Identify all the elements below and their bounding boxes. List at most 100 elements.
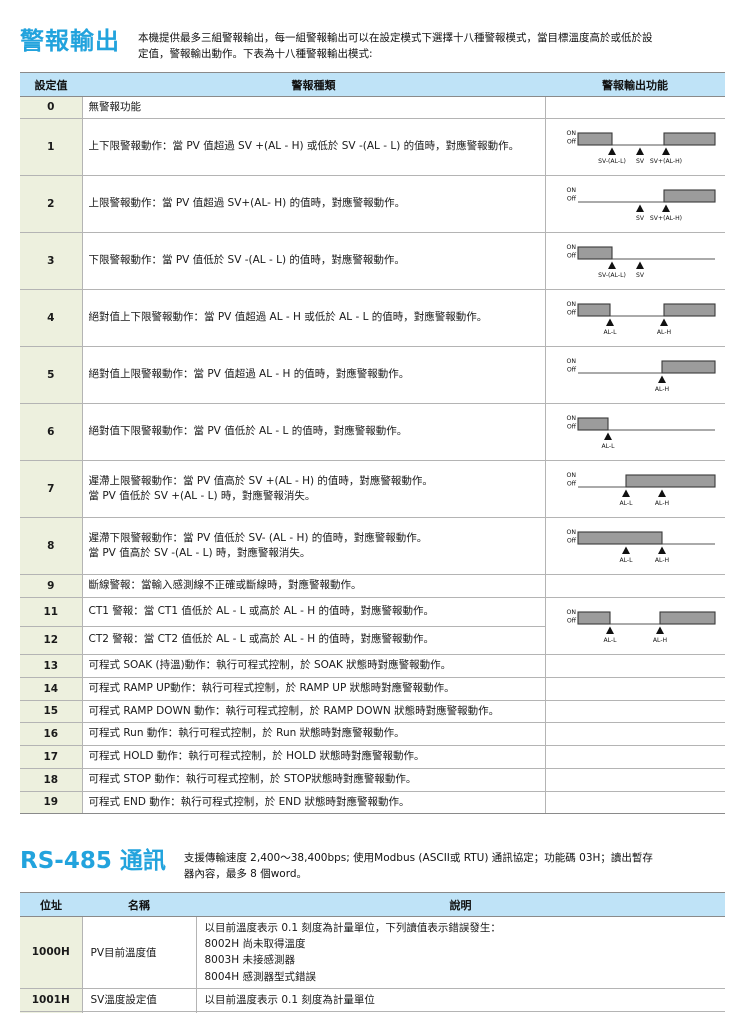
rs485-section-description: 支援傳輸速度 2,400～38,400bps; 使用Modbus (ASCII或… bbox=[184, 848, 725, 883]
rs485-row-name: 溫度偵測範圍最高值 bbox=[82, 1011, 197, 1013]
svg-text:AL-L: AL-L bbox=[603, 637, 617, 644]
svg-text:AL-L: AL-L bbox=[603, 329, 617, 336]
alarm-row-waveform bbox=[544, 768, 725, 792]
alarm-waveform-abs-lo: ON Off AL-L bbox=[566, 415, 715, 450]
alarm-row-key: 19 bbox=[20, 791, 83, 815]
alarm-row-waveform: ON Off AL-L AL-H bbox=[544, 517, 725, 576]
alarm-row-waveform: ON Off SV-(AL-L) SV SV+(AL-H) bbox=[544, 118, 725, 177]
alarm-row-description: 可程式 END 動作：執行可程式控制，於 END 狀態時對應警報動作。 bbox=[82, 791, 545, 815]
alarm-row-key: 5 bbox=[20, 346, 83, 405]
alarm-row-waveform: ON Off AL-H bbox=[544, 346, 725, 405]
alarm-row-waveform bbox=[544, 791, 725, 815]
alarm-row-description: CT2 警報：當 CT2 值低於 AL - L 或高於 AL - H 的值時，對… bbox=[82, 626, 545, 655]
alarm-row-description: CT1 警報：當 CT1 值低於 AL - L 或高於 AL - H 的值時，對… bbox=[82, 597, 545, 627]
section-spacer bbox=[0, 814, 745, 848]
alarm-row-waveform: ON Off SV-(AL-L) SV bbox=[544, 232, 725, 291]
table-row: 18 可程式 STOP 動作：執行可程式控制，於 STOP狀態時對應警報動作。 bbox=[20, 768, 725, 792]
table-row: 4 絕對值上下限警報動作：當 PV 值超過 AL - H 或低於 AL - L 的… bbox=[20, 289, 725, 348]
alarm-row-key: 12 bbox=[20, 626, 83, 655]
alarm-row-key: 15 bbox=[20, 700, 83, 724]
rs485-header-name: 名稱 bbox=[82, 891, 196, 917]
svg-text:Off: Off bbox=[566, 253, 576, 260]
rs485-row-description: 超過預設值禁止 bbox=[196, 1011, 725, 1013]
alarm-row-key: 11 bbox=[20, 597, 83, 627]
svg-text:Off: Off bbox=[566, 367, 576, 374]
alarm-row-key: 13 bbox=[20, 654, 83, 678]
rs485-section-header: RS-485 通訊 支援傳輸速度 2,400～38,400bps; 使用Modb… bbox=[0, 848, 745, 883]
alarm-row-waveform bbox=[544, 722, 725, 746]
alarm-row-description: 可程式 HOLD 動作：執行可程式控制，於 HOLD 狀態時對應警報動作。 bbox=[82, 745, 545, 769]
alarm-row-description: 可程式 STOP 動作：執行可程式控制，於 STOP狀態時對應警報動作。 bbox=[82, 768, 545, 792]
svg-text:AL-H: AL-H bbox=[652, 637, 666, 644]
table-row: 2 上限警報動作：當 PV 值超過 SV+(AL- H) 的值時，對應警報動作。 O… bbox=[20, 175, 725, 234]
alarm-row-key: 6 bbox=[20, 403, 83, 462]
alarm-row-description: 絕對值上下限警報動作：當 PV 值超過 AL - H 或低於 AL - L 的值… bbox=[82, 289, 545, 348]
table-row: 13 可程式 SOAK (持溫)動作：執行可程式控制，於 SOAK 狀態時對應警報… bbox=[20, 654, 725, 678]
rs485-table-header-row: 位址 名稱 說明 bbox=[20, 891, 725, 917]
alarm-section-title: 警報輸出 bbox=[20, 27, 120, 55]
alarm-waveform-hi: ON Off SV SV+(AL-H) bbox=[566, 187, 716, 222]
table-row: 8 遲滯下限警報動作：當 PV 值低於 SV- (AL - H) 的值時，對應警報… bbox=[20, 517, 725, 576]
alarm-waveform-band: ON Off SV-(AL-L) SV SV+(AL-H) bbox=[566, 130, 716, 165]
alarm-row-waveform: ON Off SV SV+(AL-H) bbox=[544, 175, 725, 234]
table-row: 3 下限警報動作：當 PV 值低於 SV -(AL - L) 的值時，對應警報動作… bbox=[20, 232, 725, 291]
table-row: 19 可程式 END 動作：執行可程式控制，於 END 狀態時對應警報動作。 bbox=[20, 791, 725, 815]
svg-text:Off: Off bbox=[566, 424, 576, 431]
alarm-row-waveform: ON Off AL-L AL-H bbox=[544, 460, 725, 519]
table-row: 17 可程式 HOLD 動作：執行可程式控制，於 HOLD 狀態時對應警報動作。 bbox=[20, 745, 725, 769]
alarm-header-output: 警報輸出功能 bbox=[545, 71, 725, 97]
table-row: 1000H PV目前溫度值 以目前溫度表示 0.1 刻度為計量單位，下列讀值表示錯誤… bbox=[20, 916, 725, 989]
alarm-section-header: 警報輸出 本機提供最多三組警報輸出，每一組警報輸出可以在設定模式下選擇十八種警報… bbox=[0, 0, 745, 63]
alarm-row-description: 上限警報動作：當 PV 值超過 SV+(AL- H) 的值時，對應警報動作。 bbox=[82, 175, 545, 234]
alarm-row-waveform bbox=[544, 745, 725, 769]
table-row: 1 上下限警報動作：當 PV 值超過 SV +(AL - H) 或低於 SV -(… bbox=[20, 118, 725, 177]
svg-text:ON: ON bbox=[566, 472, 576, 479]
alarm-row-description: 可程式 Run 動作：執行可程式控制，於 Run 狀態時對應警報動作。 bbox=[82, 722, 545, 746]
svg-text:SV+(AL-H): SV+(AL-H) bbox=[649, 215, 681, 222]
alarm-row-waveform: ON Off AL-L bbox=[544, 403, 725, 462]
alarm-row-waveform bbox=[544, 654, 725, 678]
svg-text:AL-L: AL-L bbox=[619, 500, 633, 507]
alarm-row-description: 斷線警報：當輸入感測線不正確或斷線時，對應警報動作。 bbox=[82, 574, 545, 598]
alarm-row-key: 8 bbox=[20, 517, 83, 576]
svg-text:Off: Off bbox=[566, 538, 576, 545]
alarm-row-key: 16 bbox=[20, 722, 83, 746]
alarm-row-key: 17 bbox=[20, 745, 83, 769]
alarm-desc-line-2: 定值，警報輸出動作。下表為十八種警報輸出模式: bbox=[138, 47, 373, 60]
svg-text:AL-H: AL-H bbox=[654, 386, 668, 393]
alarm-header-type: 警報種類 bbox=[82, 71, 545, 97]
alarm-table-header-row: 設定值 警報種類 警報輸出功能 bbox=[20, 71, 725, 97]
table-row: 6 絕對值下限警報動作：當 PV 值低於 AL - L 的值時，對應警報動作。 ON… bbox=[20, 403, 725, 462]
table-row: 7 遲滯上限警報動作：當 PV 值高於 SV +(AL - H) 的值時，對應警報… bbox=[20, 460, 725, 519]
alarm-row-waveform: ON Off AL-L AL-H bbox=[544, 289, 725, 348]
svg-text:Off: Off bbox=[566, 139, 576, 146]
rs485-row-description: 以目前溫度表示 0.1 刻度為計量單位 bbox=[196, 988, 725, 1013]
alarm-row-key: 9 bbox=[20, 574, 83, 598]
table-row: 16 可程式 Run 動作：執行可程式控制，於 Run 狀態時對應警報動作。 bbox=[20, 722, 725, 746]
rs485-row-description: 以目前溫度表示 0.1 刻度為計量單位，下列讀值表示錯誤發生： 8002H 尚未取… bbox=[196, 916, 725, 989]
alarm-row-waveform: ON Off AL-L AL-H bbox=[544, 597, 725, 655]
alarm-section-description: 本機提供最多三組警報輸出，每一組警報輸出可以在設定模式下選擇十八種警報模式，當目… bbox=[138, 28, 725, 63]
svg-text:ON: ON bbox=[566, 529, 576, 536]
alarm-waveform-ct: ON Off AL-L AL-H bbox=[566, 609, 716, 644]
alarm-row-description: 絕對值上限警報動作：當 PV 值超過 AL - H 的值時，對應警報動作。 bbox=[82, 346, 545, 405]
svg-text:SV: SV bbox=[635, 272, 644, 279]
svg-text:AL-H: AL-H bbox=[656, 329, 670, 336]
table-row: 11 CT1 警報：當 CT1 值低於 AL - L 或高於 AL - H 的值時… bbox=[20, 597, 725, 655]
rs485-desc-line-2: 器內容，最多 8 個word。 bbox=[183, 868, 308, 880]
table-row: 1001H SV溫度設定值 以目前溫度表示 0.1 刻度為計量單位 bbox=[20, 988, 725, 1013]
rs485-section-title: RS-485 通訊 bbox=[20, 848, 166, 875]
svg-text:SV-(AL-L): SV-(AL-L) bbox=[598, 272, 626, 279]
alarm-row-key: 3 bbox=[20, 232, 83, 291]
alarm-row-waveform bbox=[544, 700, 725, 724]
svg-text:ON: ON bbox=[566, 187, 576, 194]
table-row: 14 可程式 RAMP UP動作：執行可程式控制，於 RAMP UP 狀態時對應警… bbox=[20, 677, 725, 701]
svg-text:SV: SV bbox=[635, 215, 644, 222]
svg-text:SV-(AL-L): SV-(AL-L) bbox=[598, 158, 626, 165]
svg-text:ON: ON bbox=[566, 358, 576, 365]
alarm-row-description: 可程式 RAMP DOWN 動作：執行可程式控制，於 RAMP DOWN 狀態時… bbox=[82, 700, 545, 724]
alarm-header-setvalue: 設定值 bbox=[20, 71, 82, 97]
alarm-row-description: 上下限警報動作：當 PV 值超過 SV +(AL - H) 或低於 SV -(A… bbox=[82, 118, 545, 177]
alarm-waveform-hyst-hi: ON Off AL-L AL-H bbox=[566, 472, 716, 507]
